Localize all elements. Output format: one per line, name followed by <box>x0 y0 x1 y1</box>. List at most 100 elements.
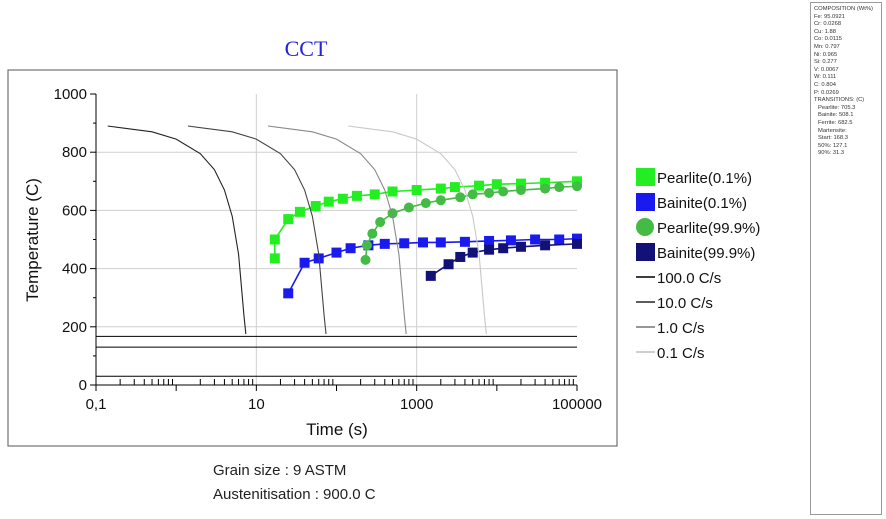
data-point <box>498 186 509 197</box>
martensite-entry: Start: 168.3 <box>818 135 848 142</box>
composition-title: COMPOSITION (Wt%) <box>814 6 873 12</box>
data-point <box>299 257 310 268</box>
legend-item-0: Pearlite(0.1%) <box>636 168 752 187</box>
data-point <box>467 247 478 258</box>
legend-item-4: 100.0 C/s <box>636 270 721 287</box>
transition-entry: Bainite: 508.1 <box>818 112 854 119</box>
data-point <box>572 233 582 244</box>
legend-item-6: 1.0 C/s <box>636 320 705 337</box>
series-line-7 <box>348 125 487 335</box>
cct-chart: CCT 0 200 400 600 800 1000 0,1 10 1000 100000 Tim… <box>7 36 760 447</box>
legend-label: Bainite(99.9%) <box>657 245 755 262</box>
x-tick-label: 100000 <box>552 396 602 413</box>
data-point <box>310 201 321 212</box>
y-tick-label: 0 <box>79 377 87 394</box>
plot-area <box>96 94 577 385</box>
composition-entry: C: 0.804 <box>814 81 836 88</box>
data-point <box>455 192 466 203</box>
data-point <box>369 189 380 200</box>
data-point <box>435 183 446 194</box>
data-point <box>420 198 431 209</box>
austenitisation-label: Austenitisation : 900.0 C <box>213 486 376 503</box>
series-line-5 <box>187 125 327 335</box>
composition-entry: Fe: 95.0921 <box>814 13 845 20</box>
y-tick-label: 200 <box>62 319 87 336</box>
transition-entry: Pearlite: 705.3 <box>818 104 856 111</box>
data-point <box>345 243 356 254</box>
legend-label: 10.0 C/s <box>657 295 713 312</box>
data-point <box>367 228 378 239</box>
legend-label: 1.0 C/s <box>657 320 705 337</box>
composition-panel: COMPOSITION (Wt%) Fe: 95.0921 Cr: 0.0268 Cu… <box>810 2 882 515</box>
legend-item-5: 10.0 C/s <box>636 295 713 312</box>
grain-size-label: Grain size : 9 ASTM <box>213 462 347 479</box>
data-point <box>323 196 334 207</box>
data-point <box>467 189 478 200</box>
legend-item-7: 0.1 C/s <box>636 345 705 362</box>
data-point <box>474 180 485 191</box>
data-point <box>435 195 446 206</box>
legend-swatch <box>636 193 655 211</box>
data-point <box>491 179 502 190</box>
composition-entry: W: 0.111 <box>814 74 837 81</box>
data-point <box>455 251 466 262</box>
legend-label: Pearlite(99.9%) <box>657 220 760 237</box>
data-point <box>572 181 582 192</box>
y-tick-label: 400 <box>62 261 87 278</box>
composition-entry: Cr: 0.0268 <box>814 21 842 28</box>
chart-title: CCT <box>285 36 328 61</box>
data-point <box>443 259 454 270</box>
data-point <box>449 182 460 193</box>
series-3 <box>425 238 582 281</box>
data-point <box>515 178 526 189</box>
transitions-title: TRANSITIONS: (C) <box>814 97 865 104</box>
data-point <box>418 237 429 248</box>
data-point <box>269 253 280 264</box>
series-5 <box>187 125 327 335</box>
composition-entry: Ni: 0.965 <box>814 51 838 58</box>
composition-entry: Mn: 0.797 <box>814 43 840 50</box>
series-layer <box>107 125 582 335</box>
transition-entry: Ferrite: 682.5 <box>818 119 853 126</box>
martensite-title: Martensite: <box>818 127 847 134</box>
composition-entry: Si: 0.277 <box>814 59 837 66</box>
data-point <box>351 190 362 201</box>
legend-swatch <box>636 243 655 261</box>
series-0 <box>269 176 582 264</box>
data-point <box>484 187 495 198</box>
data-point <box>498 243 509 254</box>
y-tick-label: 1000 <box>54 86 87 103</box>
legend-swatch <box>636 168 655 186</box>
series-line-4 <box>107 125 247 335</box>
data-point <box>399 238 410 249</box>
series-line-2 <box>364 185 578 260</box>
data-point <box>361 240 372 251</box>
data-point <box>540 240 551 251</box>
data-point <box>459 236 470 247</box>
x-tick-label: 0,1 <box>86 396 107 413</box>
composition-entry: P: 0.0269 <box>814 89 839 96</box>
data-point <box>435 237 446 248</box>
composition-entry: Cu: 1.88 <box>814 28 836 35</box>
data-point <box>530 234 541 245</box>
ticks: 0 200 400 600 800 1000 0,1 10 1000 100000 <box>54 86 602 413</box>
data-point <box>540 183 551 194</box>
legend-label: Pearlite(0.1%) <box>657 170 752 187</box>
x-tick-label: 10 <box>248 396 265 413</box>
data-point <box>515 185 526 196</box>
data-point <box>484 235 495 246</box>
legend-item-2: Pearlite(99.9%) <box>636 218 760 237</box>
y-tick-label: 800 <box>62 144 87 161</box>
data-point <box>540 177 551 188</box>
data-point <box>360 254 371 265</box>
legend-label: 0.1 C/s <box>657 345 705 362</box>
plot-frame <box>7 69 618 447</box>
martensite-lines <box>96 335 577 377</box>
data-point <box>387 208 398 219</box>
data-point <box>269 234 280 245</box>
series-6 <box>267 125 407 335</box>
legend-item-3: Bainite(99.9%) <box>636 243 755 262</box>
legend: Pearlite(0.1%) Bainite(0.1%) Pearlite(99.9… <box>636 168 760 362</box>
series-line-6 <box>267 125 407 335</box>
martensite-entry: 50%: 127.1 <box>818 142 848 149</box>
